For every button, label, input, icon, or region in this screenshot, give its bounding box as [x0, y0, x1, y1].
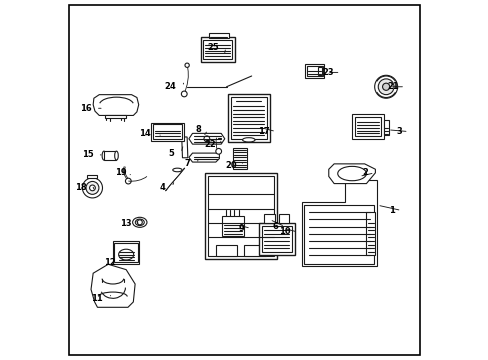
Text: 1: 1 [388, 206, 394, 215]
Circle shape [215, 148, 221, 154]
Bar [228, 94, 269, 142]
Polygon shape [182, 137, 187, 158]
Text: 4: 4 [160, 183, 165, 192]
Bar [351, 114, 384, 139]
Text: 14: 14 [139, 129, 151, 138]
Bar [208, 33, 228, 39]
Text: 8: 8 [195, 125, 201, 134]
Ellipse shape [115, 151, 118, 160]
Text: 11: 11 [91, 294, 102, 303]
Circle shape [86, 181, 99, 194]
Text: 19: 19 [114, 168, 126, 177]
Bar [222, 216, 244, 235]
Bar [317, 67, 322, 75]
Text: 21: 21 [386, 82, 398, 91]
Bar [151, 123, 183, 140]
Bar [303, 205, 373, 264]
Bar [231, 97, 266, 139]
Bar [354, 117, 381, 136]
Polygon shape [93, 95, 139, 116]
Bar [86, 175, 97, 178]
Bar [215, 245, 237, 256]
Bar [264, 214, 274, 223]
Circle shape [181, 91, 187, 97]
Circle shape [378, 79, 393, 95]
Text: 12: 12 [103, 258, 115, 267]
Text: 24: 24 [164, 82, 176, 91]
Bar [258, 223, 294, 255]
Text: 15: 15 [82, 150, 94, 159]
Circle shape [382, 83, 389, 90]
Circle shape [82, 178, 102, 198]
Text: 6: 6 [272, 222, 278, 231]
Bar [278, 214, 289, 223]
Text: 17: 17 [258, 127, 269, 136]
Circle shape [184, 63, 189, 67]
Text: 5: 5 [168, 149, 174, 158]
Ellipse shape [132, 217, 147, 227]
Text: 10: 10 [279, 228, 290, 237]
Text: 16: 16 [80, 104, 92, 113]
Ellipse shape [135, 219, 144, 226]
Circle shape [125, 178, 131, 184]
Text: 20: 20 [225, 161, 237, 170]
Circle shape [203, 136, 209, 141]
Circle shape [374, 75, 397, 98]
Bar [112, 241, 139, 264]
Bar [114, 243, 137, 262]
Polygon shape [328, 164, 375, 184]
Bar [244, 245, 265, 256]
Bar [104, 151, 116, 160]
Bar [261, 226, 291, 252]
Text: 18: 18 [75, 183, 86, 192]
Circle shape [89, 185, 95, 191]
Ellipse shape [242, 138, 255, 142]
Bar [201, 37, 234, 62]
Polygon shape [301, 180, 376, 266]
Bar [383, 120, 388, 135]
Bar [233, 148, 247, 169]
Bar [207, 176, 273, 256]
Bar [366, 212, 375, 255]
Bar [306, 66, 322, 76]
Text: 22: 22 [203, 140, 215, 149]
Bar [304, 64, 324, 78]
Bar [104, 115, 126, 118]
Polygon shape [91, 264, 135, 307]
Text: 23: 23 [322, 68, 333, 77]
Text: 9: 9 [238, 224, 244, 233]
Text: 3: 3 [396, 127, 402, 136]
Text: 13: 13 [120, 219, 131, 228]
Bar [153, 125, 182, 139]
Text: 7: 7 [184, 159, 190, 168]
Polygon shape [188, 153, 219, 162]
Text: 2: 2 [362, 168, 367, 177]
Polygon shape [188, 134, 224, 144]
Text: 25: 25 [207, 43, 219, 52]
Circle shape [137, 220, 142, 225]
Ellipse shape [102, 151, 105, 160]
Bar [204, 173, 276, 259]
Bar [203, 40, 232, 59]
